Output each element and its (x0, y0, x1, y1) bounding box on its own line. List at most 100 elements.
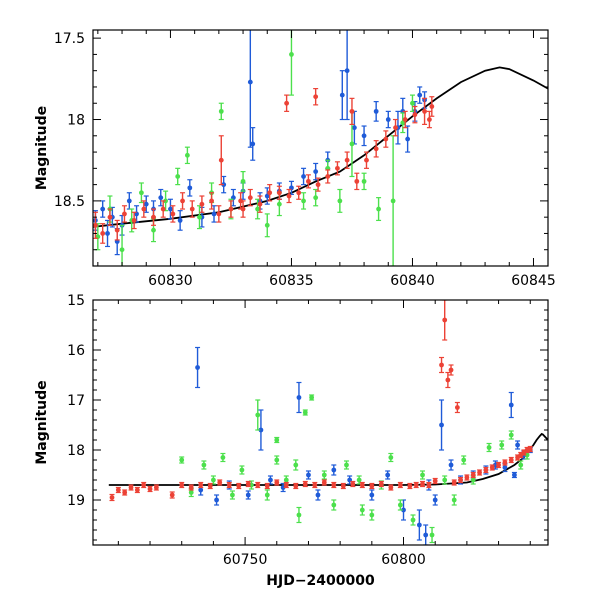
data-point (240, 178, 246, 184)
y-tick-label: 18 (67, 113, 85, 129)
x-tick-label: 60800 (381, 552, 426, 568)
data-point (264, 492, 270, 498)
series-red (109, 300, 533, 502)
data-point (388, 455, 394, 460)
bottom-panel: 60750 60800 15 16 17 18 19 Magnitude HJD−2400000 (34, 293, 549, 589)
data-point (283, 482, 289, 488)
data-point (417, 92, 423, 98)
data-point (508, 457, 514, 463)
x-tick-label: 60835 (269, 273, 314, 289)
data-point (306, 472, 311, 478)
data-point (197, 214, 202, 220)
data-point (339, 92, 345, 98)
data-point (412, 112, 418, 118)
data-point (301, 174, 306, 179)
data-point (313, 169, 319, 175)
data-point (313, 195, 319, 201)
data-point (499, 442, 505, 448)
data-point (420, 481, 425, 487)
data-point (508, 432, 514, 438)
x-tick-label: 60750 (223, 552, 268, 568)
data-point (351, 125, 357, 131)
data-point (359, 507, 365, 513)
data-point (364, 157, 369, 163)
data-point (373, 146, 379, 152)
data-point (228, 206, 234, 212)
data-point (359, 482, 365, 488)
data-point (258, 427, 264, 433)
data-point (442, 477, 448, 483)
data-point (128, 485, 134, 490)
data-point (257, 201, 263, 207)
data-point (180, 198, 185, 204)
data-point (170, 211, 176, 217)
series-green (179, 394, 530, 544)
data-point (276, 190, 282, 196)
data-point (198, 482, 204, 488)
data-point (179, 457, 185, 463)
data-point (134, 487, 140, 493)
data-point (397, 482, 403, 488)
data-point (214, 497, 219, 503)
data-point (439, 362, 444, 368)
data-point (267, 190, 273, 196)
data-point (369, 512, 375, 518)
data-point (160, 206, 166, 212)
data-point (211, 477, 216, 483)
y-tick-label: 19 (67, 493, 85, 509)
data-point (119, 247, 125, 253)
data-point (344, 157, 350, 163)
data-point (276, 201, 282, 207)
data-point (264, 222, 270, 228)
data-point (313, 94, 319, 100)
data-point (100, 206, 106, 212)
data-point (188, 485, 194, 490)
data-point (302, 410, 308, 415)
data-point (427, 117, 432, 122)
data-point (508, 402, 514, 408)
data-point (407, 483, 413, 489)
data-point (422, 108, 427, 114)
data-point (93, 222, 98, 228)
data-point (274, 480, 280, 485)
data-point (247, 79, 253, 85)
data-point (217, 480, 223, 485)
data-point (302, 481, 308, 487)
model-curve (108, 432, 548, 486)
data-point (410, 517, 416, 523)
data-point (518, 462, 524, 468)
data-point (354, 178, 360, 184)
data-point (175, 174, 181, 179)
data-point (220, 455, 226, 460)
data-point (177, 218, 183, 223)
plot-area (93, 30, 548, 266)
data-point (426, 482, 432, 488)
data-point (432, 497, 438, 503)
data-point (448, 367, 454, 373)
data-point (321, 480, 327, 485)
data-point (250, 141, 256, 147)
data-point (445, 377, 451, 383)
data-point (107, 214, 113, 220)
data-point (179, 482, 185, 488)
data-point (218, 108, 224, 114)
data-point (305, 178, 311, 184)
data-point (393, 125, 398, 131)
data-point (423, 532, 429, 538)
data-point (470, 477, 476, 483)
data-point (349, 108, 355, 114)
data-point (439, 422, 444, 428)
data-point (451, 480, 457, 485)
data-point (226, 482, 232, 488)
data-point (189, 206, 195, 212)
data-point (240, 206, 246, 212)
data-point (325, 174, 331, 179)
data-point (420, 472, 425, 478)
data-point (255, 482, 261, 488)
data-point (344, 462, 349, 468)
data-point (151, 227, 156, 233)
data-point (405, 136, 411, 142)
x-tick-label: 60830 (148, 273, 193, 289)
data-point (416, 522, 422, 528)
